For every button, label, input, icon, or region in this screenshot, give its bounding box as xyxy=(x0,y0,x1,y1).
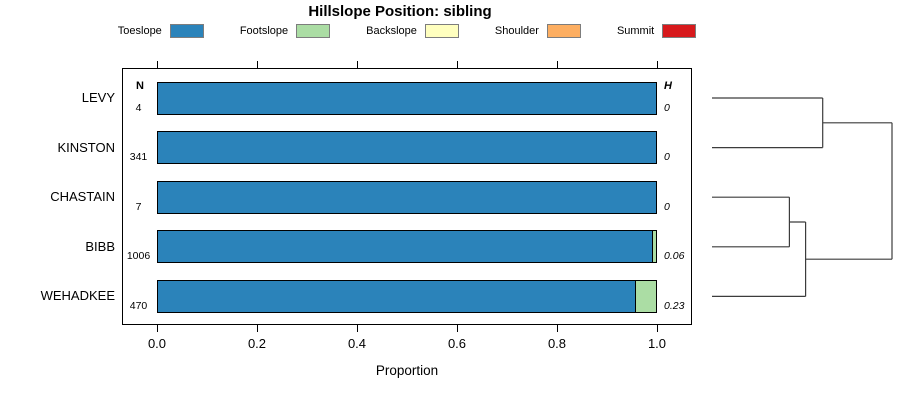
legend-item-summit: Summit xyxy=(616,24,697,38)
bar-segment-toeslope xyxy=(158,132,656,164)
legend-swatch-icon xyxy=(296,24,331,38)
row-label-kinston: KINSTON xyxy=(57,139,115,155)
bar-segment-footslope xyxy=(652,231,656,263)
bar-segment-footslope xyxy=(635,280,656,312)
tick-top xyxy=(657,61,658,68)
legend-label: Toeslope xyxy=(117,25,162,37)
legend: Toeslope Footslope Backslope Shoulder Summit xyxy=(0,23,814,39)
legend-label: Footslope xyxy=(239,25,289,37)
legend-swatch-icon xyxy=(546,24,581,38)
tick-label: 0.6 xyxy=(447,336,467,351)
h-value: 0.23 xyxy=(664,299,685,312)
row-label-wehadkee: WEHADKEE xyxy=(40,288,115,304)
n-value: 7 xyxy=(135,200,142,213)
h-value: 0 xyxy=(664,101,670,114)
n-value: 1006 xyxy=(126,250,151,263)
tick-top xyxy=(257,61,258,68)
legend-label: Shoulder xyxy=(494,25,539,37)
tick-top xyxy=(557,61,558,68)
legend-swatch-icon xyxy=(169,24,204,38)
row-label-bibb: BIBB xyxy=(85,238,115,254)
legend-label: Summit xyxy=(616,25,655,37)
tick-bottom xyxy=(557,325,558,332)
n-value: 4 xyxy=(135,101,142,114)
tick-top xyxy=(157,61,158,68)
tick-label: 0.8 xyxy=(547,336,567,351)
stacked-bar-kinston xyxy=(157,131,657,165)
legend-swatch-icon xyxy=(424,24,459,38)
stacked-bar-wehadkee xyxy=(157,279,657,313)
legend-label: Backslope xyxy=(366,25,417,37)
stacked-bar-levy xyxy=(157,81,657,115)
bar-segment-toeslope xyxy=(158,181,656,213)
n-value: 341 xyxy=(129,151,148,164)
tick-bottom xyxy=(657,325,658,332)
stacked-bar-chastain xyxy=(157,180,657,214)
tick-bottom xyxy=(157,325,158,332)
h-value: 0 xyxy=(664,151,670,164)
tick-bottom xyxy=(457,325,458,332)
row-label-chastain: CHASTAIN xyxy=(50,189,115,205)
tick-label: 0.2 xyxy=(247,336,267,351)
tick-bottom xyxy=(257,325,258,332)
bar-segment-toeslope xyxy=(158,231,653,263)
tick-bottom xyxy=(357,325,358,332)
chart-title: Hillslope Position: sibling xyxy=(308,3,492,20)
tick-label: 0.0 xyxy=(147,336,167,351)
bar-segment-toeslope xyxy=(158,280,636,312)
legend-item-backslope: Backslope xyxy=(366,24,459,38)
row-label-levy: LEVY xyxy=(81,90,115,105)
h-value: 0.06 xyxy=(664,250,685,263)
n-value: 470 xyxy=(129,299,148,312)
legend-item-shoulder: Shoulder xyxy=(495,24,581,38)
n-column-header: N xyxy=(136,80,144,92)
legend-item-toeslope: Toeslope xyxy=(118,24,204,38)
h-value: 0 xyxy=(664,200,670,213)
h-column-header: H xyxy=(664,80,672,92)
tick-label: 0.4 xyxy=(347,336,367,351)
tick-top xyxy=(457,61,458,68)
bar-segment-toeslope xyxy=(158,82,656,114)
tick-top xyxy=(357,61,358,68)
legend-swatch-icon xyxy=(662,24,697,38)
tick-label: 1.0 xyxy=(647,336,667,351)
legend-item-footslope: Footslope xyxy=(239,24,331,38)
stacked-bar-bibb xyxy=(157,230,657,264)
x-axis-title: Proportion xyxy=(375,363,439,378)
